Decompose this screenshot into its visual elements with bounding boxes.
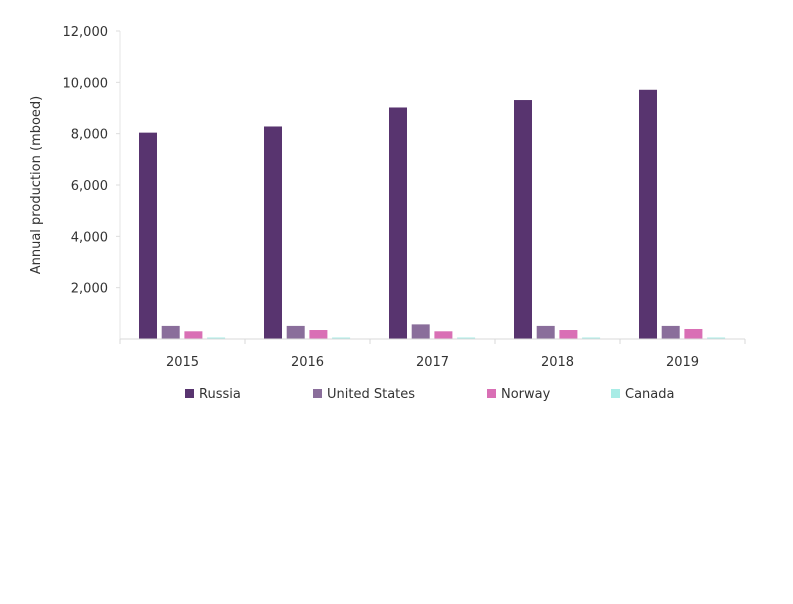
x-tick-label: 2016 <box>291 355 324 370</box>
bars <box>139 89 726 339</box>
y-tick-label: 6,000 <box>71 179 108 194</box>
y-tick-label: 12,000 <box>63 25 109 40</box>
legend-label: United States <box>327 387 415 402</box>
bar-russia-2017 <box>389 107 407 339</box>
y-axis: 2,000 4,000 6,000 8,000 10,000 12,000 <box>63 25 121 339</box>
y-tick-label: 8,000 <box>71 128 108 143</box>
x-tick-label: 2015 <box>166 355 199 370</box>
bar-russia-2018 <box>514 100 532 339</box>
x-tick-label: 2017 <box>416 355 449 370</box>
bar-united-states-2015 <box>161 325 180 339</box>
legend-swatch-united-states <box>313 389 322 398</box>
bar-canada-2019 <box>707 337 726 339</box>
y-axis-label: Annual production (mboed) <box>29 96 44 275</box>
x-tick-label: 2018 <box>541 355 574 370</box>
legend: Russia United States Norway Canada <box>185 387 674 402</box>
bar-russia-2019 <box>639 89 657 339</box>
bar-norway-2018 <box>559 330 578 339</box>
legend-label: Canada <box>625 387 674 402</box>
y-tick-label: 10,000 <box>63 76 109 91</box>
bar-russia-2015 <box>139 132 157 339</box>
bar-norway-2016 <box>309 330 328 339</box>
y-tick-label: 4,000 <box>71 230 108 245</box>
bar-united-states-2016 <box>286 325 305 339</box>
legend-swatch-russia <box>185 389 194 398</box>
legend-swatch-norway <box>487 389 496 398</box>
legend-swatch-canada <box>611 389 620 398</box>
bar-russia-2016 <box>264 126 282 339</box>
legend-label: Russia <box>199 387 241 402</box>
bar-united-states-2017 <box>411 324 430 339</box>
bar-norway-2019 <box>684 328 703 339</box>
y-tick-label: 2,000 <box>71 282 108 297</box>
bar-united-states-2018 <box>536 325 555 339</box>
x-tick-label: 2019 <box>666 355 699 370</box>
x-axis: 2015 2016 2017 2018 2019 <box>119 338 746 370</box>
bar-norway-2015 <box>184 331 203 339</box>
legend-label: Norway <box>501 387 551 402</box>
bar-united-states-2019 <box>661 325 680 339</box>
bar-canada-2018 <box>582 337 601 339</box>
bar-canada-2015 <box>207 337 226 339</box>
bar-canada-2017 <box>457 337 476 339</box>
bar-canada-2016 <box>332 337 351 339</box>
bar-norway-2017 <box>434 331 453 339</box>
